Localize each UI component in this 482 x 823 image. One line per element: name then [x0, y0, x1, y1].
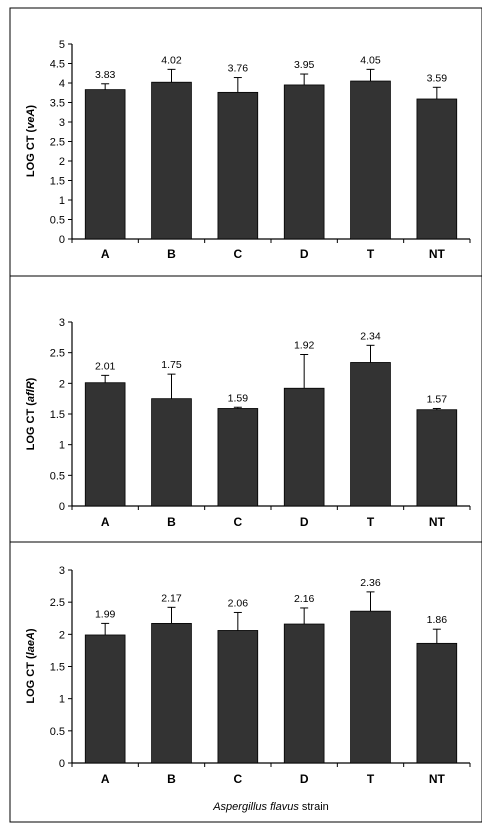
x-tick-label: D: [300, 247, 309, 261]
x-tick-label: T: [367, 515, 375, 529]
bar-T: [350, 610, 391, 764]
bar-B: [151, 622, 192, 764]
y-axis-label: LOG CT (aflR): [25, 377, 37, 450]
bar-T: [350, 80, 391, 240]
chart-panel-1: 0 0.5 1 1.5 2 2.5 3 3.5 4 4.5 5 3.83 A 4.02 B 3.76 C 3.95…: [25, 39, 471, 261]
bar-C: [217, 408, 259, 507]
x-tick-label: B: [167, 247, 176, 261]
y-axis-label: LOG CT (laeA): [25, 628, 37, 704]
data-label: 3.83: [95, 69, 116, 81]
data-label: 2.34: [360, 330, 381, 342]
bar-NT: [416, 409, 458, 507]
y-tick-label: 1.5: [50, 176, 65, 188]
data-label: 2.16: [294, 593, 315, 605]
bar-B: [151, 398, 192, 507]
data-label: 1.59: [228, 392, 249, 404]
data-label: 2.01: [95, 360, 116, 372]
y-tick-label: 3: [59, 117, 65, 129]
y-tick-label: 0: [59, 234, 65, 246]
chart-panel-2: 0 0.5 1 1.5 2 2.5 3 2.01 A 1.75 B 1.59 C 1.92 D 2.34 T 1.…: [25, 317, 471, 529]
x-tick-label: NT: [429, 772, 446, 786]
x-axis-label: Aspergillus flavus strain: [212, 801, 329, 813]
y-tick-label: 3: [59, 565, 65, 577]
y-tick-label: 2.5: [50, 348, 65, 360]
data-label: 1.86: [427, 614, 448, 626]
x-tick-label: T: [367, 247, 375, 261]
y-tick-label: 1: [59, 195, 65, 207]
bar-A: [84, 634, 126, 764]
x-tick-label: C: [233, 515, 242, 529]
data-label: 3.95: [294, 59, 315, 71]
y-tick-label: 0.5: [50, 726, 65, 738]
y-tick-label: 2: [59, 378, 65, 390]
data-label: 3.59: [427, 72, 448, 84]
data-label: 2.36: [360, 577, 381, 589]
x-tick-label: NT: [429, 515, 446, 529]
x-tick-label: NT: [429, 247, 446, 261]
y-tick-label: 5: [59, 39, 65, 51]
bar-A: [84, 89, 126, 240]
x-tick-label: C: [233, 772, 242, 786]
data-label: 2.17: [161, 592, 182, 604]
x-tick-label: T: [367, 772, 375, 786]
y-tick-label: 2: [59, 156, 65, 168]
bar-T: [350, 362, 391, 507]
x-tick-label: D: [300, 772, 309, 786]
data-label: 4.02: [161, 54, 182, 66]
data-label: 1.57: [427, 393, 448, 405]
bar-NT: [416, 98, 458, 240]
y-tick-label: 2.5: [50, 137, 65, 149]
data-label: 2.06: [228, 597, 249, 609]
y-tick-label: 1: [59, 694, 65, 706]
data-label: 1.92: [294, 340, 315, 352]
bar-D: [283, 387, 325, 507]
chart-panel-3: 0 0.5 1 1.5 2 2.5 3 1.99 A 2.17 B 2.06 C 2.16 D 2.36 T 1.…: [25, 565, 471, 813]
x-tick-label: C: [233, 247, 242, 261]
data-label: 3.76: [228, 63, 249, 75]
bar-D: [283, 623, 325, 764]
figure-border: [9, 7, 482, 823]
x-tick-label: B: [167, 515, 176, 529]
y-tick-label: 0: [59, 501, 65, 513]
y-axis-label: LOG CT (veA): [25, 105, 37, 177]
x-tick-label: B: [167, 772, 176, 786]
y-tick-label: 4.5: [50, 59, 65, 71]
x-tick-label: D: [300, 515, 309, 529]
x-tick-label: A: [101, 515, 110, 529]
data-label: 4.05: [360, 54, 381, 66]
y-tick-label: 1.5: [50, 409, 65, 421]
y-tick-label: 3.5: [50, 98, 65, 110]
y-tick-label: 0.5: [50, 470, 65, 482]
y-tick-label: 1: [59, 440, 65, 452]
y-tick-label: 2.5: [50, 597, 65, 609]
bar-A: [84, 382, 126, 507]
bar-B: [151, 81, 192, 240]
x-tick-label: A: [101, 247, 110, 261]
y-tick-label: 2: [59, 629, 65, 641]
y-tick-label: 3: [59, 317, 65, 329]
y-tick-label: 1.5: [50, 662, 65, 674]
bar-C: [217, 91, 259, 240]
bar-NT: [416, 642, 458, 764]
x-tick-label: A: [101, 772, 110, 786]
y-tick-label: 0.5: [50, 215, 65, 227]
data-label: 1.99: [95, 608, 116, 620]
y-tick-label: 0: [59, 758, 65, 770]
bar-D: [283, 84, 325, 240]
data-label: 1.75: [161, 359, 182, 371]
bar-C: [217, 630, 259, 764]
y-tick-label: 4: [59, 78, 65, 90]
